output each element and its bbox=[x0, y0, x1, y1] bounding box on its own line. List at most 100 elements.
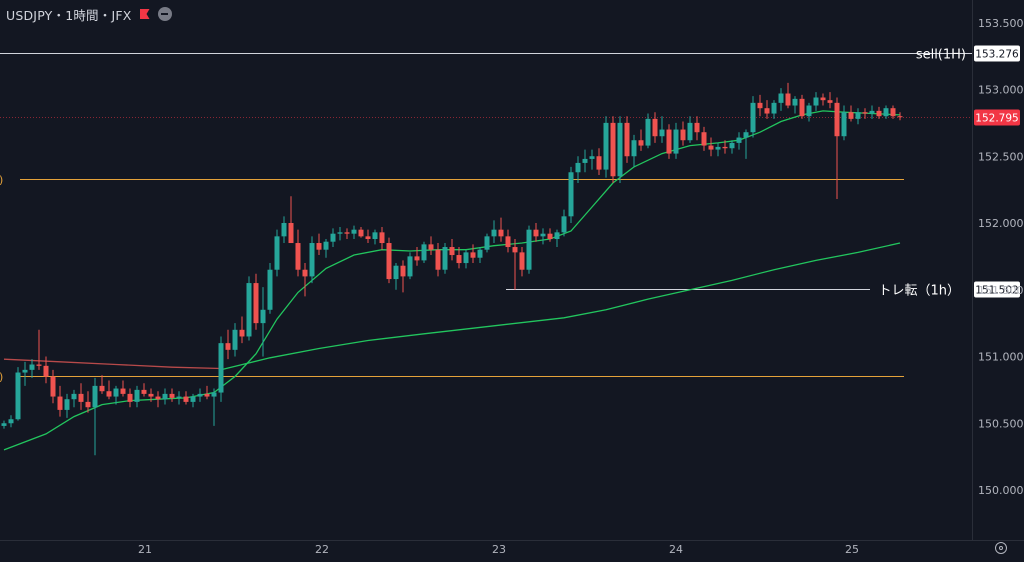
candle[interactable] bbox=[29, 359, 35, 378]
candle[interactable] bbox=[316, 233, 322, 256]
candle[interactable] bbox=[813, 92, 819, 111]
candle[interactable] bbox=[253, 273, 259, 330]
candle[interactable] bbox=[484, 233, 490, 253]
candle[interactable] bbox=[246, 276, 252, 341]
candle[interactable] bbox=[449, 239, 455, 261]
candle[interactable] bbox=[666, 124, 672, 159]
candle[interactable] bbox=[694, 116, 700, 141]
candle[interactable] bbox=[456, 247, 462, 269]
candle[interactable] bbox=[337, 227, 343, 241]
candle[interactable] bbox=[183, 391, 189, 405]
candle[interactable] bbox=[729, 140, 735, 154]
candle[interactable] bbox=[610, 116, 616, 183]
candle[interactable] bbox=[505, 229, 511, 253]
candle[interactable] bbox=[519, 247, 525, 277]
candle[interactable] bbox=[295, 229, 301, 277]
collapse-icon[interactable] bbox=[157, 7, 172, 21]
candle[interactable] bbox=[638, 129, 644, 151]
candle[interactable] bbox=[351, 225, 357, 240]
candle[interactable] bbox=[435, 243, 441, 277]
candle[interactable] bbox=[274, 229, 280, 277]
candle[interactable] bbox=[176, 391, 182, 405]
candle[interactable] bbox=[267, 263, 273, 314]
candle[interactable] bbox=[197, 388, 203, 402]
candle[interactable] bbox=[421, 241, 427, 264]
candle[interactable] bbox=[890, 105, 896, 119]
candle[interactable] bbox=[631, 134, 637, 167]
candle[interactable] bbox=[652, 112, 658, 143]
candle[interactable] bbox=[554, 229, 560, 248]
candle[interactable] bbox=[204, 385, 210, 400]
candle[interactable] bbox=[162, 388, 168, 405]
candle[interactable] bbox=[302, 263, 308, 297]
candle[interactable] bbox=[232, 323, 238, 357]
axis-layer[interactable]: 153.276 151.502 153.500 153.000 152.500 152.0… bbox=[138, 17, 1024, 556]
candle[interactable] bbox=[883, 105, 889, 119]
candle[interactable] bbox=[8, 415, 14, 428]
candle[interactable] bbox=[526, 225, 532, 274]
candle[interactable] bbox=[533, 223, 539, 242]
candle[interactable] bbox=[141, 383, 147, 397]
candle[interactable] bbox=[57, 385, 63, 417]
settings-icon[interactable] bbox=[995, 542, 1007, 554]
candle[interactable] bbox=[491, 220, 497, 244]
symbol-title[interactable]: USDJPY・1時間・JFX bbox=[6, 7, 132, 23]
candle[interactable] bbox=[127, 388, 133, 408]
candle[interactable] bbox=[848, 105, 854, 122]
candle[interactable] bbox=[757, 94, 763, 117]
candle[interactable] bbox=[722, 140, 728, 154]
candle[interactable] bbox=[78, 383, 84, 410]
candle[interactable] bbox=[281, 216, 287, 244]
candle[interactable] bbox=[498, 217, 504, 242]
candle[interactable] bbox=[701, 126, 707, 151]
candle[interactable] bbox=[169, 388, 175, 402]
candle[interactable] bbox=[799, 94, 805, 119]
symbol-header[interactable]: USDJPY・1時間・JFX bbox=[6, 4, 172, 24]
candle[interactable] bbox=[778, 88, 784, 111]
candle[interactable] bbox=[288, 196, 294, 244]
candle[interactable] bbox=[715, 142, 721, 157]
candle[interactable] bbox=[358, 227, 364, 238]
candle[interactable] bbox=[876, 106, 882, 119]
candle[interactable] bbox=[687, 116, 693, 143]
candle[interactable] bbox=[820, 93, 826, 106]
candle[interactable] bbox=[785, 82, 791, 109]
candle[interactable] bbox=[470, 244, 476, 264]
candle[interactable] bbox=[15, 367, 21, 421]
candle[interactable] bbox=[211, 388, 217, 426]
candle[interactable] bbox=[50, 369, 56, 404]
candle[interactable] bbox=[575, 156, 581, 183]
candle[interactable] bbox=[218, 336, 224, 402]
candle[interactable] bbox=[477, 247, 483, 264]
candle[interactable] bbox=[239, 316, 245, 344]
candle[interactable] bbox=[792, 96, 798, 114]
candle[interactable] bbox=[841, 105, 847, 141]
candle[interactable] bbox=[561, 209, 567, 237]
candle[interactable] bbox=[1, 420, 7, 429]
candle[interactable] bbox=[43, 356, 49, 384]
candle[interactable] bbox=[134, 385, 140, 408]
candle[interactable] bbox=[540, 228, 546, 245]
candle[interactable] bbox=[92, 377, 98, 456]
candle[interactable] bbox=[442, 243, 448, 274]
candle[interactable] bbox=[190, 393, 196, 408]
candle[interactable] bbox=[645, 113, 651, 149]
candle[interactable] bbox=[393, 263, 399, 290]
candle[interactable] bbox=[512, 239, 518, 290]
candle[interactable] bbox=[897, 112, 903, 121]
candle[interactable] bbox=[834, 97, 840, 199]
candle[interactable] bbox=[309, 236, 315, 284]
candle[interactable] bbox=[855, 108, 861, 125]
candle[interactable] bbox=[400, 260, 406, 293]
candle[interactable] bbox=[71, 389, 77, 408]
candle[interactable] bbox=[764, 100, 770, 119]
candle[interactable] bbox=[659, 116, 665, 143]
candle[interactable] bbox=[372, 229, 378, 245]
candle[interactable] bbox=[582, 149, 588, 173]
candle[interactable] bbox=[414, 247, 420, 266]
candle[interactable] bbox=[99, 375, 105, 394]
candle[interactable] bbox=[568, 166, 574, 223]
candle[interactable] bbox=[330, 228, 336, 248]
